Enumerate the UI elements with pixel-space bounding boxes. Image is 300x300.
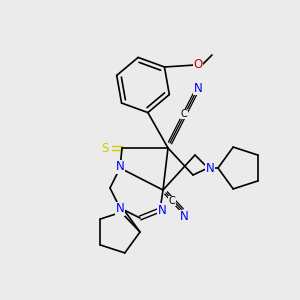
Text: N: N xyxy=(206,161,214,175)
Text: C: C xyxy=(169,196,176,206)
Text: N: N xyxy=(116,160,124,173)
Text: S: S xyxy=(101,142,109,154)
Text: N: N xyxy=(116,202,124,215)
Text: N: N xyxy=(194,82,202,94)
Text: O: O xyxy=(194,58,202,71)
Text: N: N xyxy=(158,203,166,217)
Text: N: N xyxy=(180,211,188,224)
Text: C: C xyxy=(181,109,188,119)
